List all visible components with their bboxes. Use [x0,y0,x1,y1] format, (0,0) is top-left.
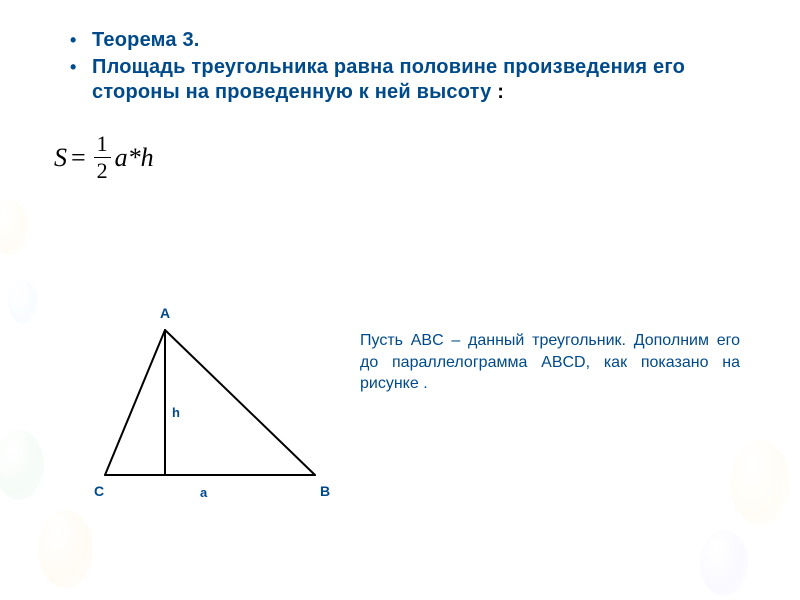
vertex-label-a: A [160,305,170,321]
altitude-label-h: h [172,405,180,420]
formula-fraction: 1 2 [94,133,111,182]
formula-lhs: S [54,143,67,173]
area-formula: S = 1 2 a*h [54,133,760,182]
theorem-statement-main: Площадь треугольника равна половине прои… [92,56,685,103]
triangle-diagram: A B C h a [90,305,340,515]
vertex-label-c: C [94,483,104,499]
proof-paragraph: Пусть ABC – данный треугольник. Дополним… [360,330,740,395]
formula-denominator: 2 [94,160,111,182]
bullet-1: • Теорема 3. [70,28,760,53]
bullet-dot: • [70,28,92,52]
theorem-statement-tail: : [491,81,504,103]
theorem-statement: Площадь треугольника равна половине прои… [92,55,760,105]
formula-equals: = [71,143,86,173]
triangle-svg [90,305,340,505]
formula-rhs: a*h [115,143,154,173]
bullet-dot: • [70,55,92,79]
formula-numerator: 1 [94,133,111,155]
vertex-label-b: B [320,483,330,499]
bullet-2: • Площадь треугольника равна половине пр… [70,55,760,105]
slide-content: • Теорема 3. • Площадь треугольника равн… [0,0,800,182]
theorem-title: Теорема 3. [92,28,200,53]
base-label-a: a [200,485,207,500]
